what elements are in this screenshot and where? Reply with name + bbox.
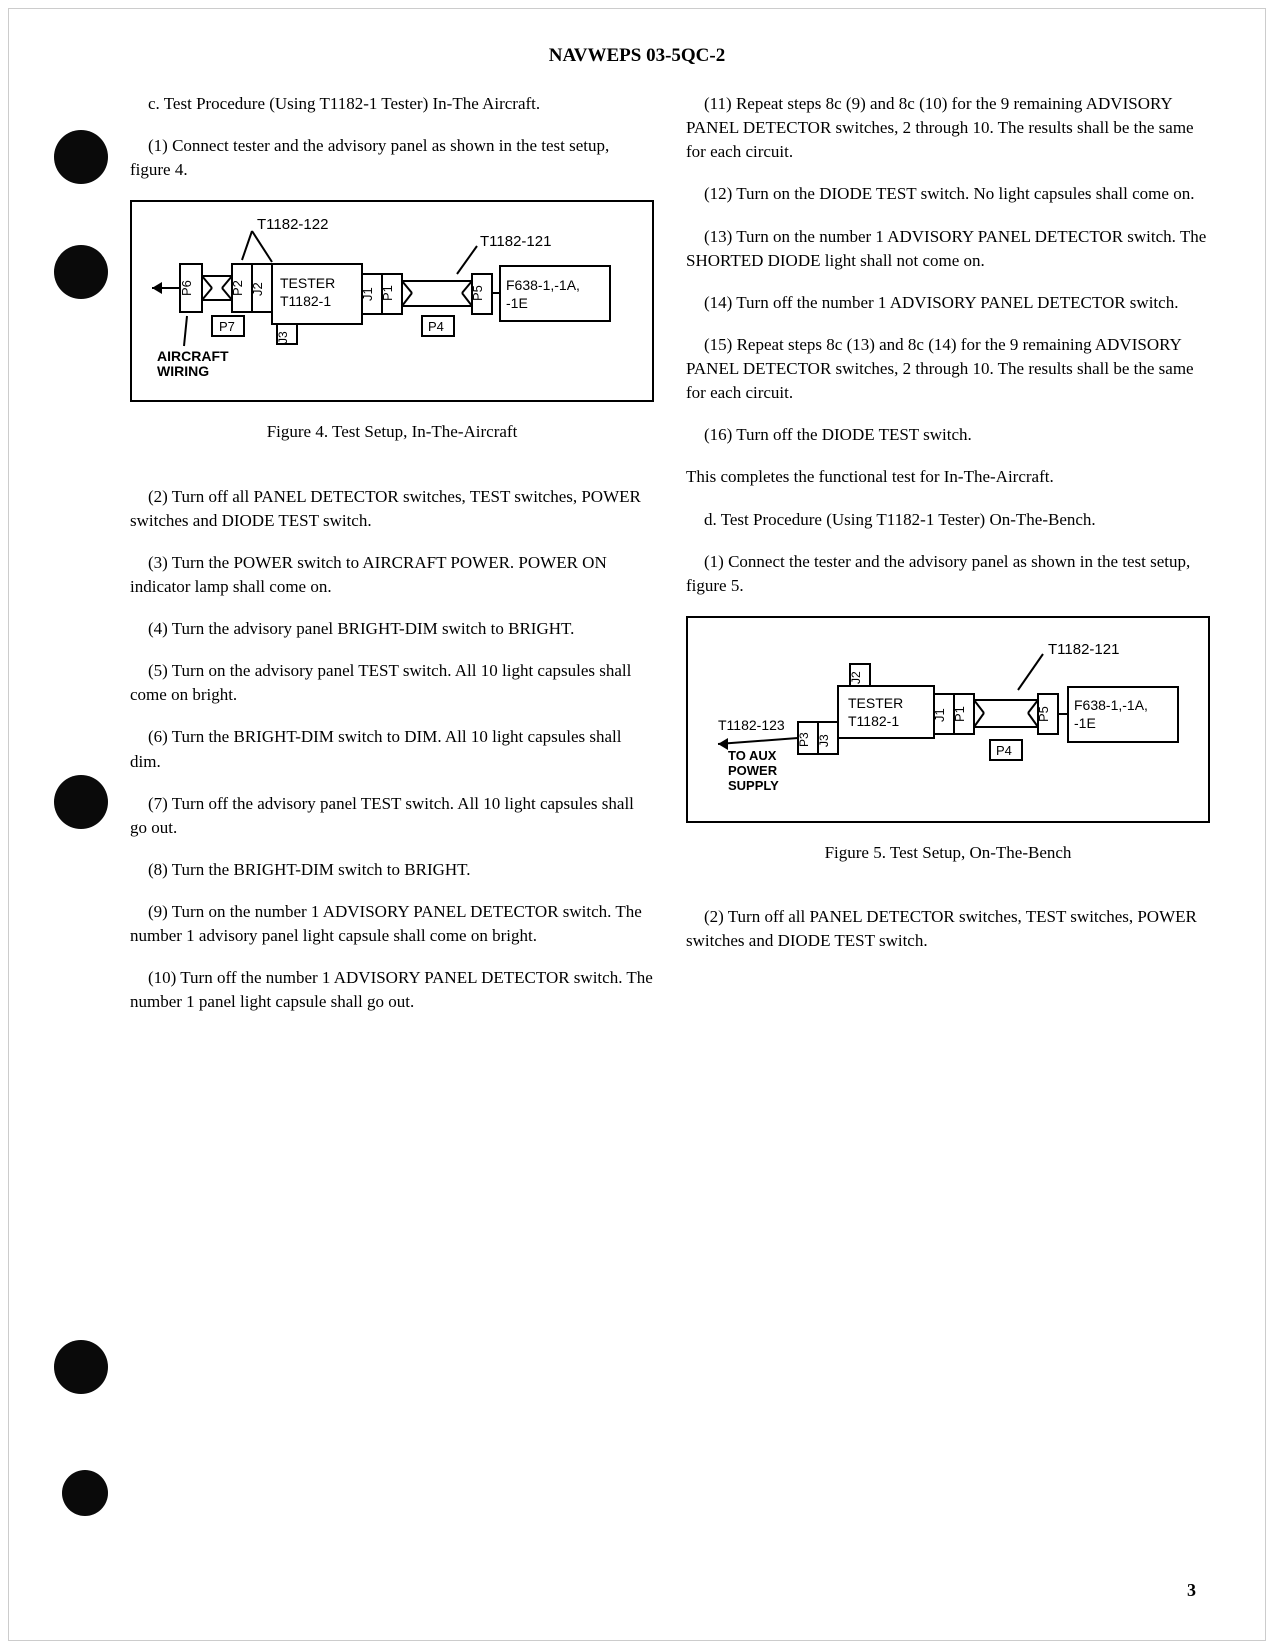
label: J3	[276, 331, 290, 344]
paragraph: (13) Turn on the number 1 ADVISORY PANEL…	[686, 225, 1210, 273]
label: P3	[797, 732, 811, 747]
label: T1182-123	[718, 717, 785, 733]
label: -1E	[1074, 715, 1096, 731]
label: WIRING	[157, 363, 209, 376]
paragraph: (1) Connect the tester and the advisory …	[686, 550, 1210, 598]
page-number: 3	[1187, 1580, 1196, 1601]
left-column: c. Test Procedure (Using T1182-1 Tester)…	[130, 92, 654, 1033]
paragraph: (14) Turn off the number 1 ADVISORY PANE…	[686, 291, 1210, 315]
label: T1182-1	[848, 713, 899, 729]
label: F638-1,-1A,	[506, 277, 580, 293]
figure-4-box: T1182-122 T1182-121 P6	[130, 200, 654, 402]
label: P7	[219, 319, 235, 334]
label: T1182-121	[1048, 641, 1119, 658]
punch-hole	[54, 245, 108, 299]
figure-5-caption: Figure 5. Test Setup, On-The-Bench	[686, 841, 1210, 865]
paragraph: This completes the functional test for I…	[686, 465, 1210, 489]
paragraph: c. Test Procedure (Using T1182-1 Tester)…	[130, 92, 654, 116]
label: TESTER	[848, 695, 903, 711]
page: NAVWEPS 03-5QC-2 c. Test Procedure (Usin…	[0, 0, 1274, 1649]
paragraph: (2) Turn off all PANEL DETECTOR switches…	[130, 485, 654, 533]
paragraph: (11) Repeat steps 8c (9) and 8c (10) for…	[686, 92, 1210, 164]
paragraph: (3) Turn the POWER switch to AIRCRAFT PO…	[130, 551, 654, 599]
paragraph: (4) Turn the advisory panel BRIGHT-DIM s…	[130, 617, 654, 641]
figure-t-box: T1182-121 J2 TESTER T1182-1 P3 J3 T1182-…	[686, 616, 1210, 823]
punch-hole	[54, 130, 108, 184]
label: P6	[179, 280, 194, 296]
paragraph: (5) Turn on the advisory panel TEST swit…	[130, 659, 654, 707]
label: T1182-121	[480, 233, 551, 250]
label: F638-1,-1A,	[1074, 697, 1148, 713]
label: P4	[996, 743, 1012, 758]
figure-4-caption: Figure 4. Test Setup, In-The-Aircraft	[130, 420, 654, 444]
label: AIRCRAFT	[157, 348, 229, 364]
figure-5-diagram: T1182-121 J2 TESTER T1182-1 P3 J3 T1182-…	[698, 632, 1198, 802]
paragraph: (12) Turn on the DIODE TEST switch. No l…	[686, 182, 1210, 206]
label: P4	[428, 319, 444, 334]
paragraph: (9) Turn on the number 1 ADVISORY PANEL …	[130, 900, 654, 948]
punch-hole	[54, 775, 108, 829]
label: J2	[849, 671, 863, 684]
punch-hole	[62, 1470, 108, 1516]
label: J2	[250, 283, 265, 297]
label: POWER	[728, 763, 778, 778]
label: TO AUX	[728, 748, 777, 763]
label: J3	[817, 734, 831, 747]
label: P2	[230, 280, 245, 296]
paragraph: (16) Turn off the DIODE TEST switch.	[686, 423, 1210, 447]
paragraph: (2) Turn off all PANEL DETECTOR switches…	[686, 905, 1210, 953]
punch-hole	[54, 1340, 108, 1394]
document-header: NAVWEPS 03-5QC-2	[0, 45, 1274, 67]
label: P5	[470, 285, 485, 301]
label: TESTER	[280, 275, 335, 291]
paragraph: (6) Turn the BRIGHT-DIM switch to DIM. A…	[130, 725, 654, 773]
paragraph: (7) Turn off the advisory panel TEST swi…	[130, 792, 654, 840]
paragraph: (10) Turn off the number 1 ADVISORY PANE…	[130, 966, 654, 1014]
label: T1182-122	[257, 216, 328, 233]
paragraph: d. Test Procedure (Using T1182-1 Tester)…	[686, 508, 1210, 532]
right-column: (11) Repeat steps 8c (9) and 8c (10) for…	[686, 92, 1210, 1033]
paragraph: (1) Connect tester and the advisory pane…	[130, 134, 654, 182]
label: J1	[360, 288, 375, 302]
paragraph: (8) Turn the BRIGHT-DIM switch to BRIGHT…	[130, 858, 654, 882]
label: P1	[380, 285, 395, 301]
label: T1182-1	[280, 293, 331, 309]
paragraph: (15) Repeat steps 8c (13) and 8c (14) fo…	[686, 333, 1210, 405]
label: P1	[952, 706, 967, 722]
content-columns: c. Test Procedure (Using T1182-1 Tester)…	[130, 92, 1210, 1033]
label: J1	[932, 708, 947, 722]
figure-4-diagram: T1182-122 T1182-121 P6	[142, 216, 642, 376]
label: SUPPLY	[728, 778, 779, 793]
label: -1E	[506, 295, 528, 311]
label: P5	[1036, 706, 1051, 722]
